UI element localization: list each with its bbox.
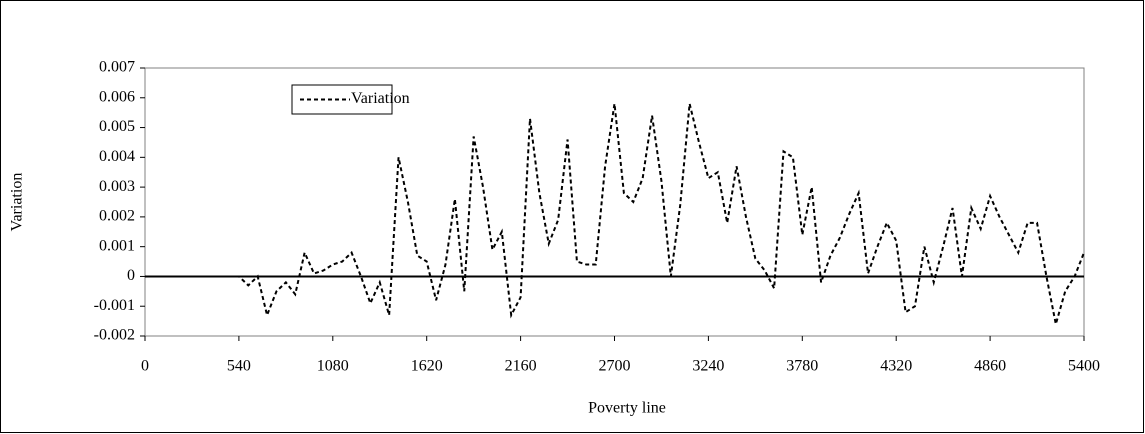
x-axis-title: Poverty line: [588, 400, 666, 417]
data-line: [145, 103, 1085, 325]
y-tick-label: 0.005: [99, 118, 135, 135]
y-tick-label: 0.004: [99, 148, 135, 165]
x-tick-label: 1620: [411, 358, 443, 375]
y-tick-label: 0: [127, 267, 135, 284]
x-tick-label: 3240: [692, 358, 724, 375]
y-tick-label: -0.002: [94, 327, 135, 344]
x-tick-label: 1080: [317, 358, 349, 375]
y-tick-label: 0.002: [99, 208, 135, 225]
legend-label: Variation: [351, 90, 410, 107]
y-tick-label: 0.007: [99, 59, 135, 76]
x-tick-label: 2160: [505, 358, 537, 375]
x-tick-label: 0: [141, 358, 149, 375]
x-tick-label: 4860: [974, 358, 1006, 375]
x-tick-label: 4320: [880, 358, 912, 375]
x-tick-label: 540: [227, 358, 251, 375]
x-tick-label: 5400: [1068, 358, 1100, 375]
y-tick-label: 0.006: [99, 88, 135, 105]
y-tick-label: 0.001: [99, 237, 135, 254]
y-tick-label: -0.001: [94, 297, 135, 314]
y-axis-title: Variation: [9, 173, 26, 232]
x-tick-label: 2700: [599, 358, 631, 375]
x-tick-label: 3780: [786, 358, 818, 375]
y-tick-label: 0.003: [99, 178, 135, 195]
